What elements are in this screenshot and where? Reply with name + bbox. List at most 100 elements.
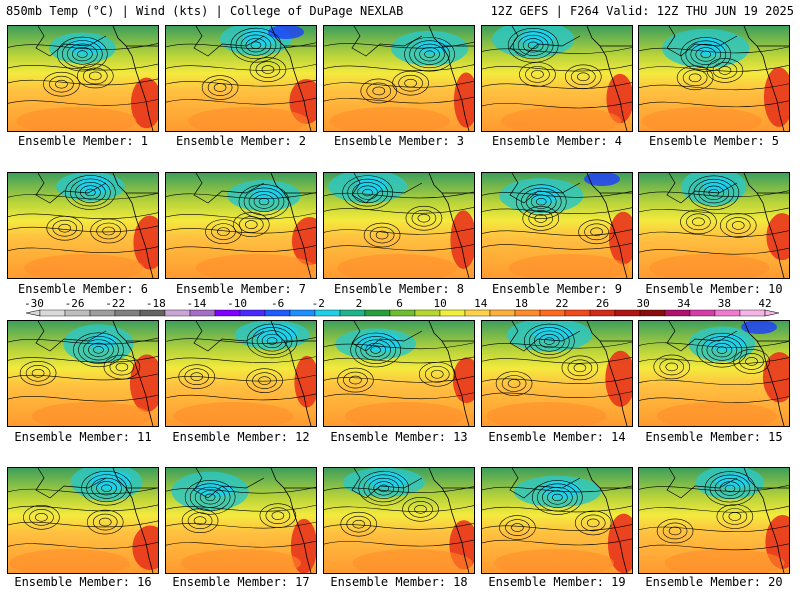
colorbar-tick-label: 22	[555, 297, 568, 310]
ensemble-member-label: Ensemble Member: 6	[17, 282, 149, 296]
ensemble-map-panel	[7, 25, 159, 132]
ensemble-member-label: Ensemble Member: 8	[333, 282, 465, 296]
colorbar-swatch	[589, 309, 616, 317]
temperature-map	[8, 26, 158, 131]
ensemble-member-label: Ensemble Member: 14	[488, 430, 626, 444]
ensemble-member-label: Ensemble Member: 20	[645, 575, 783, 589]
ensemble-map-panel	[638, 25, 790, 132]
colorbar-swatch	[239, 309, 266, 317]
colorbar-swatch	[639, 309, 666, 317]
ensemble-member-label: Ensemble Member: 19	[488, 575, 626, 589]
temperature-map	[482, 321, 632, 426]
temperature-map	[639, 26, 789, 131]
colorbar-arrow-left	[25, 309, 41, 317]
colorbar-tick-label: -22	[105, 297, 125, 310]
ensemble-map-panel	[165, 467, 317, 574]
colorbar-tick-label: 2	[356, 297, 363, 310]
map-title-right: 12Z GEFS | F264 Valid: 12Z THU JUN 19 20…	[490, 4, 794, 18]
ensemble-member-label: Ensemble Member: 18	[330, 575, 468, 589]
colorbar-tick-label: 30	[637, 297, 650, 310]
colorbar-swatch	[339, 309, 366, 317]
colorbar-tick-label: -10	[227, 297, 247, 310]
temperature-map	[166, 468, 316, 573]
ensemble-member-label: Ensemble Member: 11	[14, 430, 152, 444]
ensemble-member-label: Ensemble Member: 10	[645, 282, 783, 296]
ensemble-member-label: Ensemble Member: 9	[491, 282, 623, 296]
colorbar-swatch	[689, 309, 716, 317]
ensemble-member-label: Ensemble Member: 1	[17, 134, 149, 148]
temperature-map	[482, 468, 632, 573]
temperature-map	[166, 173, 316, 278]
temperature-map	[324, 321, 474, 426]
ensemble-member-label: Ensemble Member: 3	[333, 134, 465, 148]
colorbar-swatch	[514, 309, 541, 317]
colorbar-tick-label: -30	[24, 297, 44, 310]
temperature-map	[8, 468, 158, 573]
ensemble-member-label: Ensemble Member: 2	[175, 134, 307, 148]
colorbar-tick-label: -6	[271, 297, 284, 310]
ensemble-member-label: Ensemble Member: 5	[648, 134, 780, 148]
colorbar-tick-label: 14	[474, 297, 488, 310]
colorbar-swatch	[739, 309, 766, 317]
colorbar-swatch	[464, 309, 491, 317]
colorbar-swatch	[139, 309, 166, 317]
colorbar-tick-label: 10	[433, 297, 446, 310]
colorbar-tick-label: 42	[758, 297, 771, 310]
colorbar-swatch	[264, 309, 291, 317]
colorbar-swatch	[364, 309, 391, 317]
ensemble-map-panel	[481, 25, 633, 132]
ensemble-map-panel	[7, 467, 159, 574]
colorbar-swatch	[489, 309, 516, 317]
colorbar-tick-label: 26	[596, 297, 609, 310]
temperature-map	[8, 173, 158, 278]
colorbar-swatch	[114, 309, 141, 317]
ensemble-member-label: Ensemble Member: 15	[645, 430, 783, 444]
temperature-map	[639, 173, 789, 278]
ensemble-map-panel	[481, 172, 633, 279]
colorbar-swatch	[39, 309, 66, 317]
ensemble-member-label: Ensemble Member: 16	[14, 575, 152, 589]
ensemble-map-panel	[165, 320, 317, 427]
colorbar-swatch	[164, 309, 191, 317]
ensemble-member-label: Ensemble Member: 17	[172, 575, 310, 589]
colorbar-swatch	[289, 309, 316, 317]
ensemble-map-panel	[638, 467, 790, 574]
ensemble-member-label: Ensemble Member: 13	[330, 430, 468, 444]
colorbar-swatch	[314, 309, 341, 317]
colorbar-tick-label: -26	[65, 297, 85, 310]
ensemble-map-panel	[165, 172, 317, 279]
ensemble-map-panel	[638, 320, 790, 427]
temperature-map	[482, 26, 632, 131]
temperature-map	[8, 321, 158, 426]
colorbar-swatch	[214, 309, 241, 317]
colorbar-swatch	[664, 309, 691, 317]
temperature-map	[639, 468, 789, 573]
colorbar-tick-label: 38	[718, 297, 731, 310]
ensemble-map-panel	[165, 25, 317, 132]
ensemble-map-panel	[323, 467, 475, 574]
colorbar-swatch	[89, 309, 116, 317]
colorbar-swatch	[414, 309, 441, 317]
ensemble-map-panel	[481, 320, 633, 427]
map-header: 850mb Temp (°C) | Wind (kts) | College o…	[0, 0, 800, 22]
colorbar-tick-label: -2	[312, 297, 325, 310]
ensemble-map-panel	[481, 467, 633, 574]
colorbar-tick-label: -14	[187, 297, 207, 310]
colorbar-swatch	[564, 309, 591, 317]
colorbar-tick-label: -18	[146, 297, 166, 310]
temperature-map	[166, 26, 316, 131]
temperature-map	[482, 173, 632, 278]
temperature-map	[639, 321, 789, 426]
colorbar-swatch	[189, 309, 216, 317]
ensemble-member-label: Ensemble Member: 12	[172, 430, 310, 444]
temperature-map	[324, 26, 474, 131]
colorbar-swatch	[389, 309, 416, 317]
ensemble-member-label: Ensemble Member: 7	[175, 282, 307, 296]
colorbar-swatch	[714, 309, 741, 317]
ensemble-map-panel	[323, 25, 475, 132]
temperature-colorbar: -30 -26 -22 -18 -14 -10 -6 -2 2 6 10 14 18 22 26 30 34 38…	[24, 297, 780, 317]
temperature-map	[166, 321, 316, 426]
map-title-left: 850mb Temp (°C) | Wind (kts) | College o…	[6, 4, 404, 18]
temperature-map	[324, 468, 474, 573]
ensemble-map-panel	[7, 320, 159, 427]
